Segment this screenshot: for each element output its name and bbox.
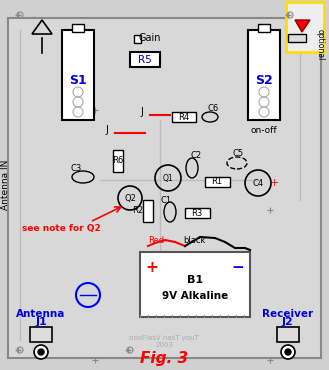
FancyBboxPatch shape: [286, 2, 324, 52]
FancyBboxPatch shape: [172, 112, 196, 122]
Circle shape: [38, 349, 44, 355]
Text: Q2: Q2: [124, 194, 136, 202]
Text: C1: C1: [161, 195, 171, 205]
Text: 9V Alkaline: 9V Alkaline: [162, 291, 228, 301]
FancyBboxPatch shape: [140, 252, 250, 317]
Text: C6: C6: [207, 104, 219, 112]
FancyBboxPatch shape: [248, 30, 280, 120]
FancyBboxPatch shape: [185, 208, 210, 218]
FancyBboxPatch shape: [134, 35, 141, 43]
Text: J: J: [105, 125, 108, 135]
FancyBboxPatch shape: [30, 327, 52, 342]
Text: +: +: [146, 260, 158, 276]
FancyBboxPatch shape: [8, 18, 321, 358]
Text: R1: R1: [212, 176, 222, 185]
Circle shape: [281, 345, 295, 359]
FancyBboxPatch shape: [277, 327, 299, 342]
Text: Fig. 3: Fig. 3: [140, 350, 188, 366]
Text: R5: R5: [138, 55, 152, 65]
Text: Receiver: Receiver: [263, 309, 314, 319]
FancyBboxPatch shape: [72, 24, 84, 32]
Text: Red: Red: [148, 235, 164, 245]
FancyBboxPatch shape: [258, 24, 270, 32]
FancyBboxPatch shape: [113, 150, 123, 172]
Text: Antenna IN: Antenna IN: [1, 160, 10, 210]
Text: J: J: [140, 107, 143, 117]
Text: R4: R4: [178, 112, 190, 121]
Text: C5: C5: [232, 148, 243, 158]
Text: −: −: [232, 260, 244, 276]
Text: Gain: Gain: [139, 33, 161, 43]
Text: optional: optional: [316, 29, 324, 61]
Text: Q1: Q1: [163, 174, 173, 182]
Text: J2: J2: [282, 317, 294, 327]
Text: R3: R3: [191, 209, 203, 218]
Text: +: +: [269, 178, 279, 188]
Text: see note for Q2: see note for Q2: [22, 223, 101, 232]
Text: C3: C3: [70, 164, 82, 172]
Text: B1: B1: [187, 275, 203, 285]
FancyBboxPatch shape: [143, 200, 153, 222]
Text: S2: S2: [255, 74, 273, 87]
Text: J1: J1: [35, 317, 47, 327]
Text: 2003: 2003: [155, 342, 173, 348]
Circle shape: [34, 345, 48, 359]
Text: Antenna: Antenna: [16, 309, 66, 319]
Polygon shape: [295, 20, 310, 32]
Text: S1: S1: [69, 74, 87, 87]
Circle shape: [285, 349, 291, 355]
FancyBboxPatch shape: [288, 34, 306, 42]
Text: on-off: on-off: [251, 126, 277, 135]
FancyBboxPatch shape: [62, 30, 94, 120]
Text: nooFlasV nasT youT: nooFlasV nasT youT: [129, 335, 199, 341]
FancyBboxPatch shape: [130, 52, 160, 67]
FancyBboxPatch shape: [205, 177, 230, 187]
Text: R2: R2: [133, 205, 143, 215]
Text: R6: R6: [113, 155, 124, 165]
Text: black: black: [183, 235, 205, 245]
Text: C2: C2: [190, 151, 202, 159]
Text: C4: C4: [252, 178, 264, 188]
